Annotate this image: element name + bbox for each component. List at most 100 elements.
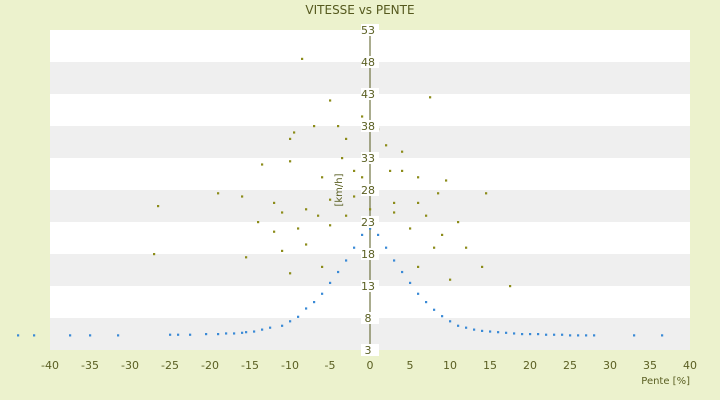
data-point (253, 330, 256, 333)
data-point (329, 198, 332, 201)
data-point (321, 176, 324, 179)
data-point (341, 157, 344, 160)
data-point (485, 192, 488, 195)
x-tick-labels: -40 -35 -30 -25 -20 -15 -10 -5 0 5 10 15 20 25 30 35 40 (41, 359, 697, 372)
data-point (497, 331, 500, 334)
data-point (393, 201, 396, 204)
x-tick-label: -5 (325, 359, 336, 372)
x-axis-title: Pente [%] (641, 376, 690, 387)
x-tick-label: 30 (603, 359, 617, 372)
x-tick-label: -15 (241, 359, 259, 372)
data-point (425, 301, 428, 304)
data-point (289, 137, 292, 140)
data-point (429, 96, 432, 99)
x-tick-label: 40 (683, 359, 697, 372)
x-tick-label: -40 (41, 359, 59, 372)
x-tick-label: -20 (201, 359, 219, 372)
data-point (301, 57, 304, 60)
data-point (449, 278, 452, 281)
data-point (313, 125, 316, 128)
x-tick-label: -25 (161, 359, 179, 372)
data-point (177, 333, 180, 336)
data-point (353, 246, 356, 249)
y-tick-label: 3 (365, 344, 372, 357)
data-point (305, 208, 308, 211)
x-tick-label: 35 (643, 359, 657, 372)
data-point (313, 301, 316, 304)
data-point (417, 176, 420, 179)
y-tick-label-bg (361, 56, 379, 68)
data-point (521, 333, 524, 336)
data-point (585, 334, 588, 337)
x-tick-label: 0 (367, 359, 374, 372)
data-point (33, 334, 36, 337)
y-tick-label-bg (361, 184, 379, 196)
chart-title: VITESSE vs PENTE (305, 3, 415, 17)
x-tick-label: 10 (443, 359, 457, 372)
data-point (473, 328, 476, 331)
data-point (353, 195, 356, 198)
x-tick-label: -10 (281, 359, 299, 372)
data-point (417, 265, 420, 268)
data-point (205, 333, 208, 336)
data-point (633, 334, 636, 337)
data-point (289, 160, 292, 163)
data-point (481, 329, 484, 332)
data-point (225, 332, 228, 335)
data-point (509, 285, 512, 288)
data-point (529, 333, 532, 336)
data-point (157, 205, 160, 208)
y-tick-label-bg (361, 280, 379, 292)
y-axis-title: [km/h] (334, 173, 345, 206)
data-point (369, 208, 372, 211)
data-point (269, 326, 272, 329)
y-tick-label: 8 (365, 312, 372, 325)
data-point (561, 333, 564, 336)
y-tick-label: 23 (361, 216, 375, 229)
data-point (17, 334, 20, 337)
data-point (577, 334, 580, 337)
data-point (89, 334, 92, 337)
y-tick-label: 38 (361, 120, 375, 133)
x-tick-label: -35 (81, 359, 99, 372)
data-point (401, 270, 404, 274)
data-point (317, 214, 320, 217)
y-tick-label: 18 (361, 248, 375, 261)
data-point (329, 99, 332, 102)
data-point (505, 331, 508, 334)
data-point (281, 211, 284, 214)
data-point (241, 195, 244, 198)
data-point (393, 259, 396, 262)
y-tick-label-bg (361, 88, 379, 100)
data-point (281, 324, 284, 327)
x-tick-label: -30 (121, 359, 139, 372)
data-point (169, 333, 172, 336)
data-point (305, 243, 308, 246)
data-point (393, 211, 396, 214)
data-point (445, 179, 448, 182)
data-point (245, 256, 248, 259)
data-point (401, 169, 404, 172)
data-point (545, 333, 548, 336)
data-point (593, 334, 596, 337)
data-point (661, 334, 664, 337)
data-point (433, 246, 436, 249)
data-point (297, 315, 300, 318)
data-point (433, 308, 436, 311)
data-point (233, 332, 236, 335)
data-point (465, 246, 468, 249)
data-point (425, 214, 428, 217)
data-point (321, 292, 324, 295)
data-point (489, 330, 492, 333)
data-point (369, 227, 372, 230)
data-point (189, 333, 192, 336)
data-point (361, 115, 364, 118)
data-point (289, 272, 292, 275)
y-tick-label-bg (361, 344, 379, 356)
y-tick-label: 43 (361, 88, 375, 101)
data-point (241, 331, 244, 334)
y-tick-label-bg (361, 312, 379, 324)
data-point (353, 169, 356, 172)
